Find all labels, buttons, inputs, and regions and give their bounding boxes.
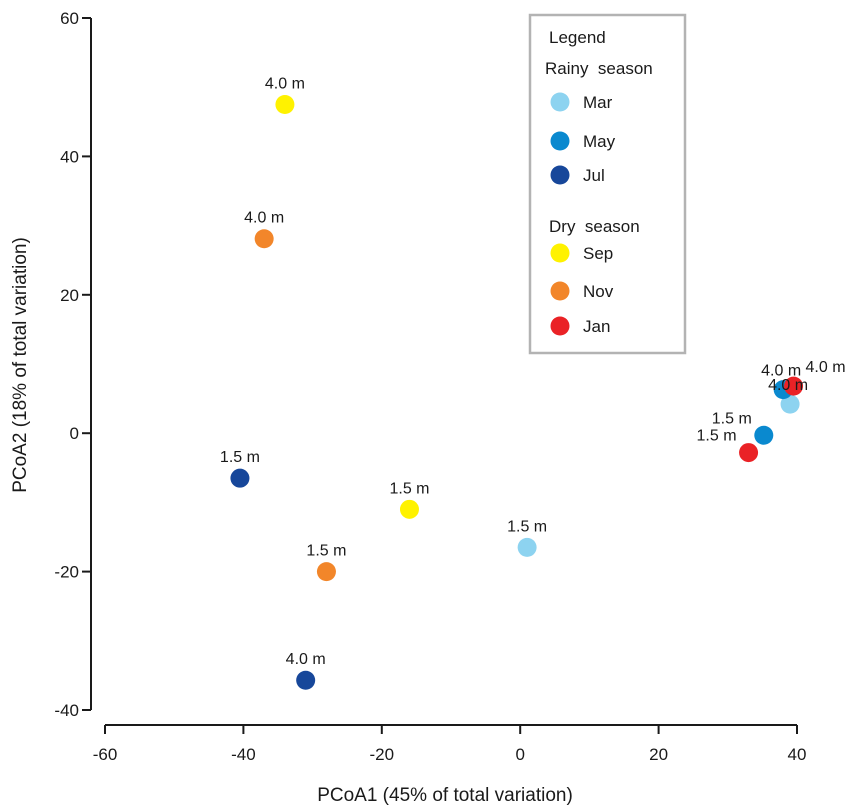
y-tick-label: -40 xyxy=(54,701,79,720)
legend-group-title-dry: Dry season xyxy=(549,217,640,236)
point-label: 1.5 m xyxy=(389,480,429,497)
data-points xyxy=(230,95,804,690)
data-point-nov xyxy=(254,229,274,249)
point-label: 1.5 m xyxy=(712,410,752,427)
legend-label-jul: Jul xyxy=(583,166,605,185)
x-tick-label: -60 xyxy=(93,745,118,764)
legend-swatch-jan xyxy=(550,316,570,336)
data-point-nov xyxy=(316,562,336,582)
y-tick-label: 20 xyxy=(60,286,79,305)
data-point-jul xyxy=(296,670,316,690)
y-tick-label: -20 xyxy=(54,563,79,582)
x-tick-label: -20 xyxy=(370,745,395,764)
x-tick-label: -40 xyxy=(231,745,256,764)
legend-label-mar: Mar xyxy=(583,93,613,112)
x-tick-label: 40 xyxy=(788,745,807,764)
point-label: 4.0 m xyxy=(768,377,808,394)
point-label: 1.5 m xyxy=(697,428,737,445)
point-label: 4.0 m xyxy=(806,359,846,376)
y-axis-label: PCoA2 (18% of total variation) xyxy=(10,237,31,493)
legend-label-may: May xyxy=(583,132,616,151)
axes: -40 -20 0 20 40 60 -60 -40 -20 0 20 40 xyxy=(54,9,806,764)
legend-label-nov: Nov xyxy=(583,282,614,301)
x-axis-label: PCoA1 (45% of total variation) xyxy=(317,785,573,805)
point-label: 4.0 m xyxy=(244,210,284,227)
data-point-jan xyxy=(739,443,759,463)
point-labels: 1.5 m 4.0 m 1.5 m 4.0 m 1.5 m 4.0 m 1.5 m 4.0 m… xyxy=(220,76,846,669)
point-label: 1.5 m xyxy=(306,543,346,560)
legend-label-jan: Jan xyxy=(583,317,610,336)
legend-swatch-may xyxy=(550,131,570,151)
point-label: 4.0 m xyxy=(265,76,305,93)
legend-title: Legend xyxy=(549,28,606,47)
data-point-mar xyxy=(780,394,800,414)
data-point-jul xyxy=(230,468,250,488)
legend: Legend Rainy season Dry season Mar May Jul… xyxy=(528,13,687,355)
data-point-sep xyxy=(275,95,295,114)
data-point-sep xyxy=(399,499,419,519)
legend-swatch-jul xyxy=(550,165,570,185)
y-tick-label: 60 xyxy=(60,9,79,28)
legend-swatch-sep xyxy=(550,243,570,263)
point-label: 1.5 m xyxy=(507,518,547,535)
data-point-may xyxy=(754,425,774,445)
x-tick-label: 0 xyxy=(515,745,524,764)
legend-entries: Mar May Jul Sep Nov Jan xyxy=(550,92,616,336)
point-label: 1.5 m xyxy=(220,449,260,466)
legend-swatch-mar xyxy=(550,92,570,112)
point-label: 4.0 m xyxy=(761,363,801,380)
legend-group-title-rainy: Rainy season xyxy=(545,59,653,78)
y-tick-label: 0 xyxy=(70,424,79,443)
legend-swatch-nov xyxy=(550,281,570,301)
point-label: 4.0 m xyxy=(286,651,326,668)
data-point-jan xyxy=(784,376,804,396)
data-point-mar xyxy=(517,537,537,557)
y-tick-label: 40 xyxy=(60,147,79,166)
legend-label-sep: Sep xyxy=(583,244,613,263)
x-tick-label: 20 xyxy=(649,745,668,764)
